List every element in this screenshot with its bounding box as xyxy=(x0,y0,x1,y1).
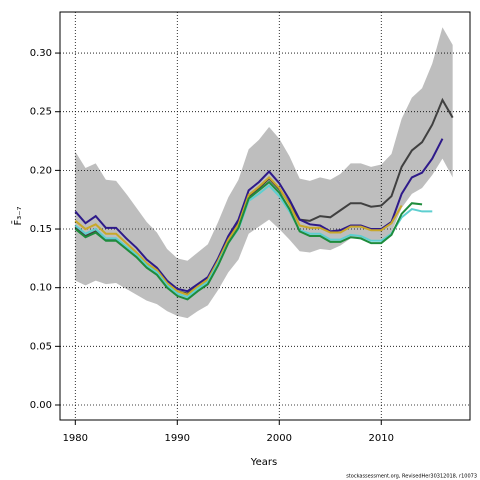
y-tick-label: 0.05 xyxy=(30,341,52,352)
x-axis-label: Years xyxy=(250,457,277,468)
y-tick-label: 0.00 xyxy=(30,400,52,411)
x-tick-label: 2000 xyxy=(267,433,292,444)
y-tick-label: 0.10 xyxy=(30,283,52,294)
x-tick-label: 2010 xyxy=(369,433,394,444)
x-tick-label: 1990 xyxy=(165,433,190,444)
series-line xyxy=(74,176,403,296)
y-tick-label: 0.30 xyxy=(30,48,52,59)
series-line xyxy=(74,180,423,301)
y-tick-label: 0.15 xyxy=(30,224,52,235)
plot-frame xyxy=(59,11,471,421)
y-axis-label: F̄₃₋₇ xyxy=(11,206,24,225)
x-tick-label: 1980 xyxy=(63,433,88,444)
y-tick-label: 0.20 xyxy=(30,165,52,176)
footnote: stockassessment.org, RevisedHer30312018,… xyxy=(346,474,477,480)
series-line xyxy=(74,184,433,299)
confidence-band xyxy=(75,27,453,319)
y-tick-label: 0.25 xyxy=(30,107,52,118)
